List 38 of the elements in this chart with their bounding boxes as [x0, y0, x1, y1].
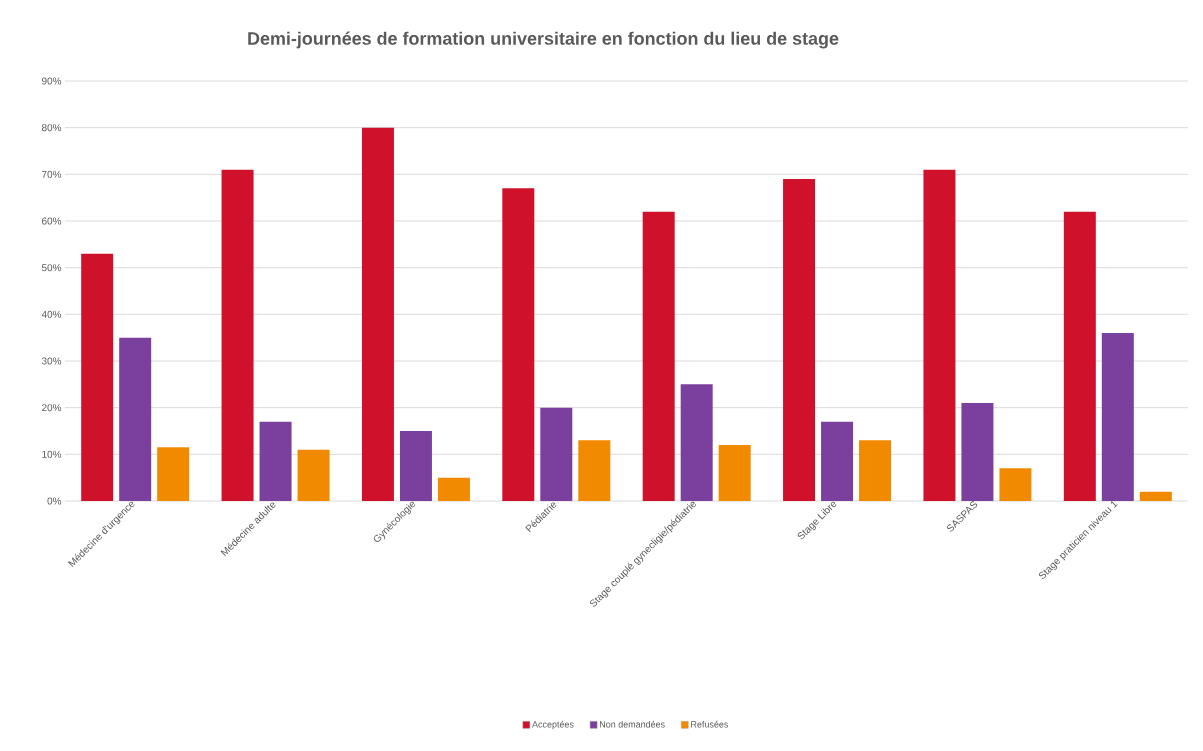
bar — [783, 179, 816, 501]
bar — [821, 421, 854, 501]
y-tick-label: 60% — [42, 217, 62, 225]
bar — [502, 188, 535, 501]
bar — [81, 253, 114, 501]
y-tick-label: 90% — [42, 77, 62, 85]
bar — [1139, 491, 1172, 501]
bar — [399, 431, 432, 501]
bar — [961, 403, 994, 501]
y-tick-label: 30% — [41, 357, 62, 365]
chart-title: Demi-journées de formation universitaire en fonction du lieu de stage — [248, 31, 839, 49]
bar — [119, 337, 152, 501]
bar — [642, 211, 675, 501]
bar — [540, 407, 573, 501]
bar — [157, 447, 190, 501]
bar — [297, 449, 330, 501]
bar — [361, 127, 394, 501]
bar — [680, 384, 713, 501]
y-tick-label: 80% — [41, 124, 62, 132]
bar — [923, 169, 956, 501]
bar — [718, 445, 751, 501]
bar — [578, 440, 611, 501]
legend-label: Refusées — [691, 720, 729, 728]
bar — [1063, 211, 1096, 501]
bar — [437, 477, 470, 501]
bar — [1101, 333, 1134, 501]
y-tick-label: 0% — [47, 497, 62, 505]
y-tick-label: 50% — [41, 264, 62, 272]
bar — [999, 468, 1032, 501]
legend-label: Non demandées — [600, 720, 665, 728]
legend-label: Acceptées — [532, 720, 574, 730]
y-tick-label: 20% — [42, 404, 62, 412]
bar — [259, 421, 292, 501]
y-tick-label: 70% — [42, 170, 62, 178]
bar — [859, 440, 892, 501]
y-tick-label: 40% — [41, 310, 62, 318]
bar — [221, 169, 254, 501]
y-tick-label: 10% — [42, 450, 62, 458]
